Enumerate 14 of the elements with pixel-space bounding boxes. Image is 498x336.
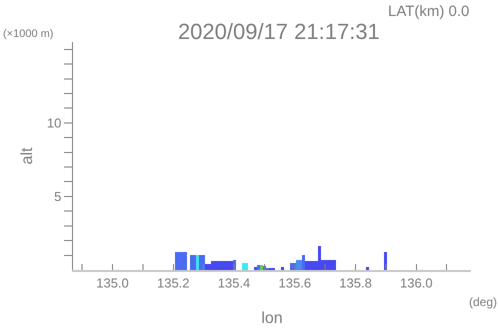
y-tick-label: 5: [54, 189, 62, 204]
text: (×1000 m): [3, 28, 54, 40]
x-tick-label: 135.4: [218, 276, 250, 291]
x-tick-label: 136.0: [400, 276, 433, 291]
x-tick-label: 135.8: [339, 276, 372, 291]
x-tick-label: 135.6: [278, 276, 312, 291]
y-axis-title: alt: [18, 147, 36, 164]
x-axis-title: lon: [261, 310, 283, 327]
x-tick-label: 135.2: [156, 276, 190, 291]
y-tick-label: 10: [46, 115, 62, 130]
text: (deg): [469, 295, 498, 309]
x-tick-label: 135.0: [96, 276, 129, 291]
chart-subtitle: LAT(km) 0.0: [388, 3, 470, 20]
chart-title: 2020/09/17 21:17:31: [178, 18, 380, 44]
